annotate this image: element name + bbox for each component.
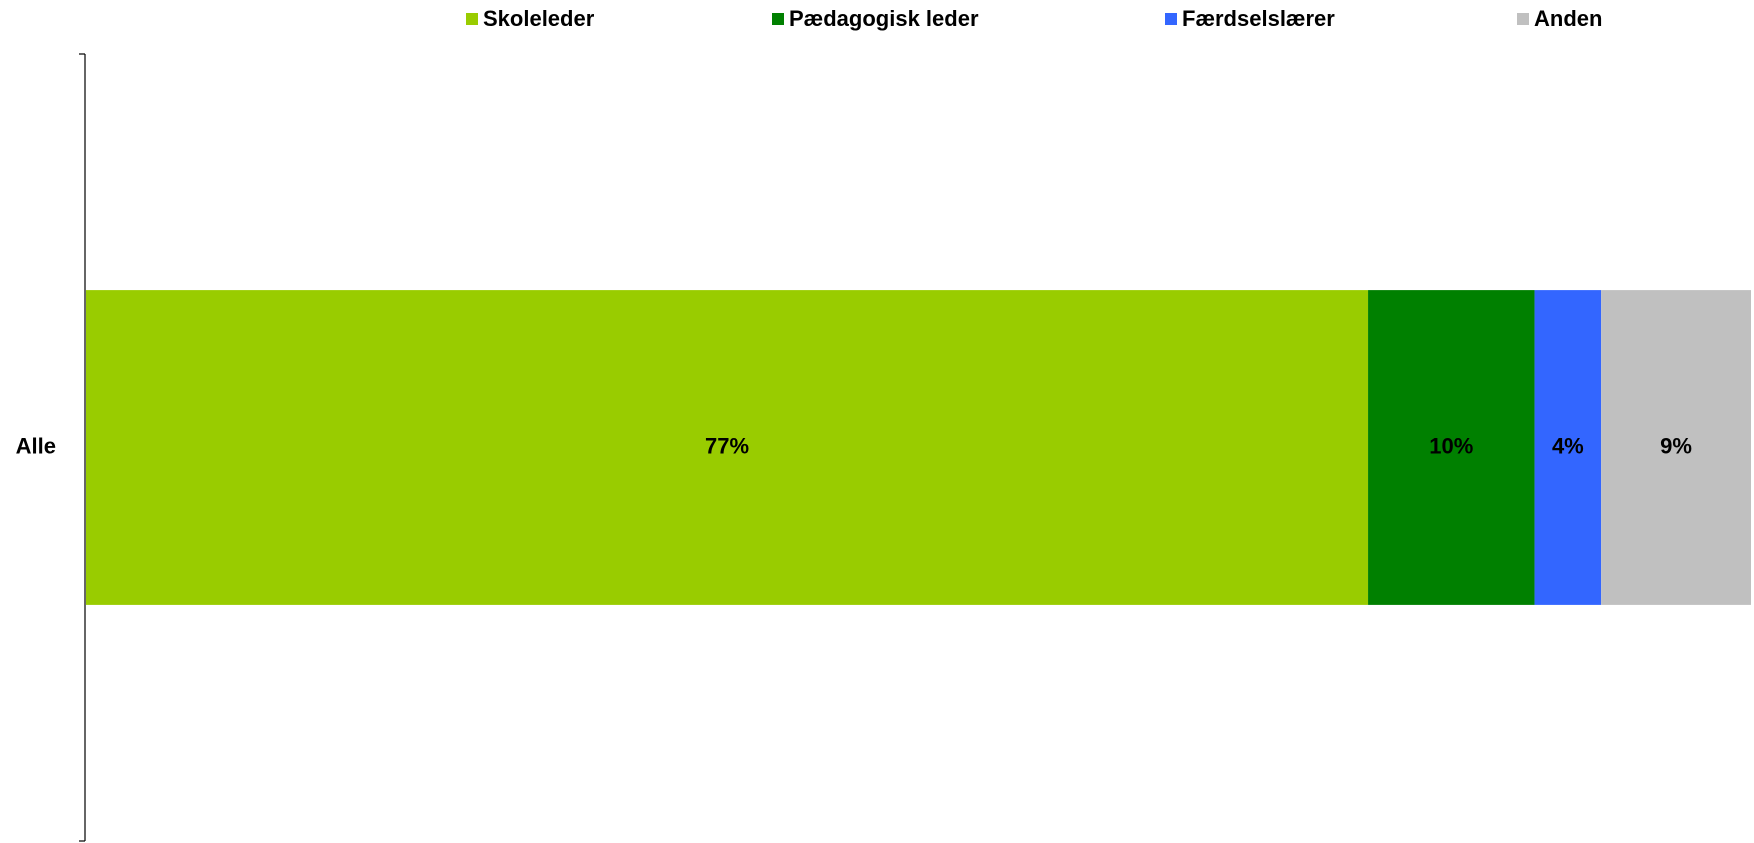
legend-swatch [1517,13,1529,25]
data-label: 10% [1429,433,1473,458]
legend-swatch [772,13,784,25]
bar-segment [1534,290,1602,605]
data-label: 4% [1552,433,1584,458]
data-label: 9% [1660,433,1692,458]
legend-swatch [466,13,478,25]
legend-label: Færdselslærer [1182,6,1335,31]
legend-label: Anden [1534,6,1602,31]
data-label: 77% [705,433,749,458]
y-tick-label: Alle [16,433,56,458]
legend-label: Pædagogisk leder [789,6,979,31]
bar-segment [1368,290,1535,605]
legend-swatch [1165,13,1177,25]
bar-segment [86,290,1369,605]
bar-segment [1601,290,1751,605]
legend-label: Skoleleder [483,6,595,31]
